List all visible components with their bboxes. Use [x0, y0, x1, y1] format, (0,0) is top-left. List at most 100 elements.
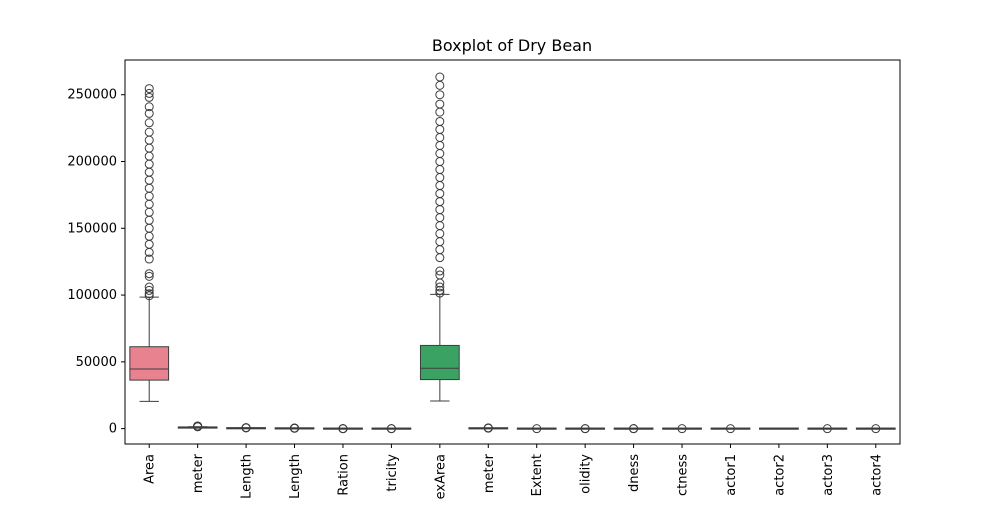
outlier-point: [435, 266, 445, 276]
outlier-point: [435, 253, 445, 263]
outlier-point: [435, 189, 445, 199]
outlier-point: [435, 221, 445, 231]
outlier-point: [725, 424, 735, 434]
x-tick-label: Area: [143, 454, 158, 484]
x-tick-label: olidity: [579, 454, 594, 494]
outlier-point: [435, 157, 445, 167]
outlier-point: [435, 116, 445, 126]
box-group: [371, 424, 412, 434]
outlier-point: [435, 140, 445, 150]
outlier-point: [435, 288, 445, 298]
outlier-point: [144, 151, 154, 161]
outlier-point: [144, 285, 154, 295]
x-tick-label: meter: [191, 453, 206, 493]
y-tick-label: 100000: [67, 288, 117, 303]
outlier-point: [435, 173, 445, 183]
outlier-point: [144, 159, 154, 169]
outlier-point: [144, 231, 154, 241]
outlier-point: [338, 424, 348, 434]
x-tick-label: ctness: [676, 454, 691, 496]
box-group: [662, 424, 702, 434]
outlier-point: [435, 205, 445, 215]
outlier-point: [144, 191, 154, 201]
outlier-point: [144, 175, 154, 185]
box-group: [613, 424, 654, 434]
outlier-point: [144, 254, 154, 264]
outlier-point: [144, 282, 154, 292]
outlier-point: [144, 92, 154, 102]
y-tick-label: 150000: [67, 221, 117, 236]
x-tick-label: actor2: [772, 454, 787, 496]
box: [129, 346, 170, 381]
outlier-point: [435, 132, 445, 142]
plot-area: [129, 72, 896, 434]
x-tick-label: actor4: [869, 454, 884, 496]
y-tick-label: 250000: [67, 88, 117, 103]
outlier-point: [435, 213, 445, 223]
y-tick-label: 0: [109, 422, 117, 437]
box-group: [226, 423, 266, 433]
outlier-point: [193, 421, 203, 431]
x-tick-label: Length: [288, 454, 303, 499]
x-tick-label: meter: [482, 453, 497, 493]
box-group: [323, 424, 363, 434]
x-tick-label: Ration: [336, 454, 351, 496]
y-tick-label: 200000: [67, 155, 117, 170]
outlier-point: [144, 207, 154, 217]
outlier-point: [677, 424, 687, 434]
outlier-point: [144, 239, 154, 249]
outlier-point: [435, 165, 445, 175]
x-tick-label: tricity: [385, 454, 400, 492]
outlier-point: [435, 197, 445, 207]
outlier-point: [144, 269, 154, 279]
x-tick-label: dness: [627, 454, 642, 492]
box-group: [710, 424, 751, 434]
outlier-point: [144, 183, 154, 193]
x-tick-label: actor1: [724, 454, 739, 496]
outlier-point: [483, 423, 493, 433]
y-tick-label: 50000: [76, 355, 117, 370]
outlier-point: [386, 424, 396, 434]
outlier-point: [435, 181, 445, 191]
outlier-point: [144, 271, 154, 281]
box-group: [419, 72, 460, 402]
x-axis: Area meter Length Length Ration tricity exArea…: [143, 444, 884, 499]
outlier-point: [144, 102, 154, 112]
outlier-point: [435, 245, 445, 255]
chart-title: Boxplot of Dry Bean: [432, 36, 592, 55]
outlier-point: [144, 223, 154, 233]
box-group: [516, 424, 557, 434]
outlier-point: [580, 424, 590, 434]
outlier-point: [144, 199, 154, 209]
outlier-point: [144, 135, 154, 145]
outlier-point: [144, 167, 154, 177]
outlier-point: [435, 124, 445, 134]
outlier-point: [435, 237, 445, 247]
outlier-point: [144, 215, 154, 225]
outlier-point: [435, 285, 445, 295]
outlier-point: [629, 424, 639, 434]
x-tick-label: exArea: [433, 454, 448, 499]
box: [419, 344, 460, 381]
box-group: [565, 424, 606, 434]
x-tick-label: actor3: [821, 454, 836, 496]
outlier-point: [532, 424, 542, 434]
outlier-point: [144, 127, 154, 137]
outlier-point: [144, 108, 154, 118]
x-tick-label: Length: [240, 454, 255, 499]
box-group: [807, 424, 848, 434]
outlier-point: [144, 289, 154, 299]
outlier-point: [435, 282, 445, 292]
plot-frame: [124, 59, 901, 445]
outlier-point: [144, 88, 154, 98]
x-tick-label: Extent: [530, 454, 545, 496]
box-group: [129, 84, 170, 402]
outlier-point: [435, 107, 445, 117]
outlier-point: [144, 118, 154, 128]
outlier-point: [822, 424, 832, 434]
box-group: [855, 424, 896, 434]
y-axis: 0 50000 100000 150000 200000 250000: [67, 88, 125, 437]
outlier-point: [144, 84, 154, 94]
outlier-point: [435, 80, 445, 90]
